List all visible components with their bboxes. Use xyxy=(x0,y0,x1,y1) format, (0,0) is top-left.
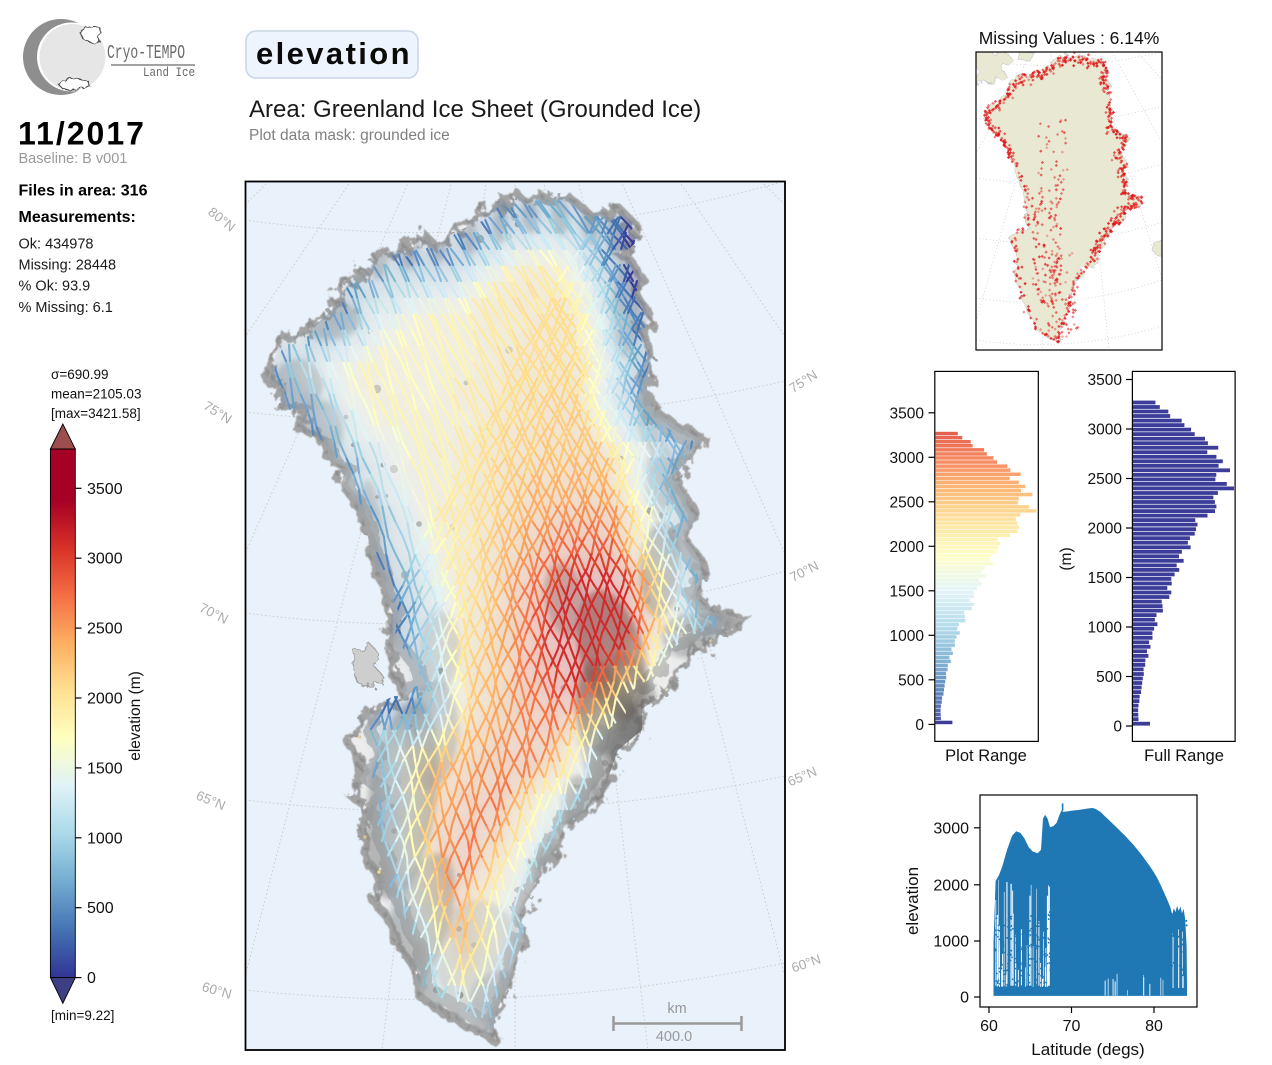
svg-text:3000: 3000 xyxy=(933,820,969,837)
svg-text:1500: 1500 xyxy=(890,583,925,600)
svg-text:Files in area: 316: Files in area: 316 xyxy=(19,183,148,200)
svg-text:(m): (m) xyxy=(1058,547,1075,570)
svg-text:3500: 3500 xyxy=(87,481,123,498)
svg-text:1000: 1000 xyxy=(890,628,925,645)
svg-text:elevation: elevation xyxy=(256,36,412,71)
svg-text:Full Range: Full Range xyxy=(1144,747,1224,765)
svg-text:2000: 2000 xyxy=(1088,521,1123,538)
svg-text:70: 70 xyxy=(1063,1018,1081,1035)
svg-text:σ=690.99: σ=690.99 xyxy=(51,367,109,382)
svg-text:Area: Greenland Ice Sheet (Gro: Area: Greenland Ice Sheet (Grounded Ice) xyxy=(249,96,701,123)
svg-text:mean=2105.03: mean=2105.03 xyxy=(51,387,141,402)
svg-text:3500: 3500 xyxy=(1088,372,1123,389)
svg-text:60: 60 xyxy=(980,1018,998,1035)
svg-text:Missing Values : 6.14%: Missing Values : 6.14% xyxy=(979,28,1160,48)
svg-text:1000: 1000 xyxy=(933,934,969,951)
svg-text:Plot Range: Plot Range xyxy=(945,747,1027,765)
svg-text:km: km xyxy=(667,1001,686,1017)
svg-text:11/2017: 11/2017 xyxy=(18,116,146,152)
svg-text:1000: 1000 xyxy=(87,830,123,847)
svg-text:0: 0 xyxy=(915,717,924,734)
svg-text:Latitude (degs): Latitude (degs) xyxy=(1031,1040,1144,1059)
svg-text:0: 0 xyxy=(960,990,969,1007)
svg-text:3500: 3500 xyxy=(890,405,925,422)
svg-text:3000: 3000 xyxy=(890,450,925,467)
svg-text:Plot data mask: grounded ice: Plot data mask: grounded ice xyxy=(249,127,450,144)
svg-text:[min=9.22]: [min=9.22] xyxy=(51,1008,114,1023)
svg-text:80: 80 xyxy=(1145,1018,1163,1035)
svg-text:[max=3421.58]: [max=3421.58] xyxy=(51,406,141,421)
svg-text:elevation: elevation xyxy=(903,867,922,935)
svg-text:Ok: 434978: Ok: 434978 xyxy=(19,237,94,253)
svg-text:500: 500 xyxy=(87,900,114,917)
svg-text:Missing: 28448: Missing: 28448 xyxy=(19,258,117,274)
svg-text:Baseline: B v001: Baseline: B v001 xyxy=(19,151,128,167)
svg-text:1500: 1500 xyxy=(87,760,123,777)
svg-text:0: 0 xyxy=(87,970,96,987)
svg-text:2000: 2000 xyxy=(933,877,969,894)
svg-text:1000: 1000 xyxy=(1088,620,1123,637)
svg-text:Cryo-TEMPO: Cryo-TEMPO xyxy=(107,42,185,64)
svg-text:2500: 2500 xyxy=(1088,471,1123,488)
svg-text:3000: 3000 xyxy=(1088,422,1123,439)
svg-text:2000: 2000 xyxy=(87,691,123,708)
svg-text:500: 500 xyxy=(898,672,924,689)
svg-text:Measurements:: Measurements: xyxy=(19,209,136,226)
svg-text:0: 0 xyxy=(1113,719,1122,736)
svg-text:elevation (m): elevation (m) xyxy=(127,671,144,761)
svg-text:Land Ice: Land Ice xyxy=(143,65,195,80)
svg-text:% Missing: 6.1: % Missing: 6.1 xyxy=(19,300,113,316)
svg-text:500: 500 xyxy=(1096,669,1122,686)
svg-text:2000: 2000 xyxy=(890,539,925,556)
svg-text:3000: 3000 xyxy=(87,551,123,568)
svg-text:400.0: 400.0 xyxy=(656,1029,692,1045)
svg-text:1500: 1500 xyxy=(1088,570,1123,587)
svg-text:% Ok: 93.9: % Ok: 93.9 xyxy=(19,279,91,295)
svg-text:2500: 2500 xyxy=(87,621,123,638)
svg-text:2500: 2500 xyxy=(890,494,925,511)
